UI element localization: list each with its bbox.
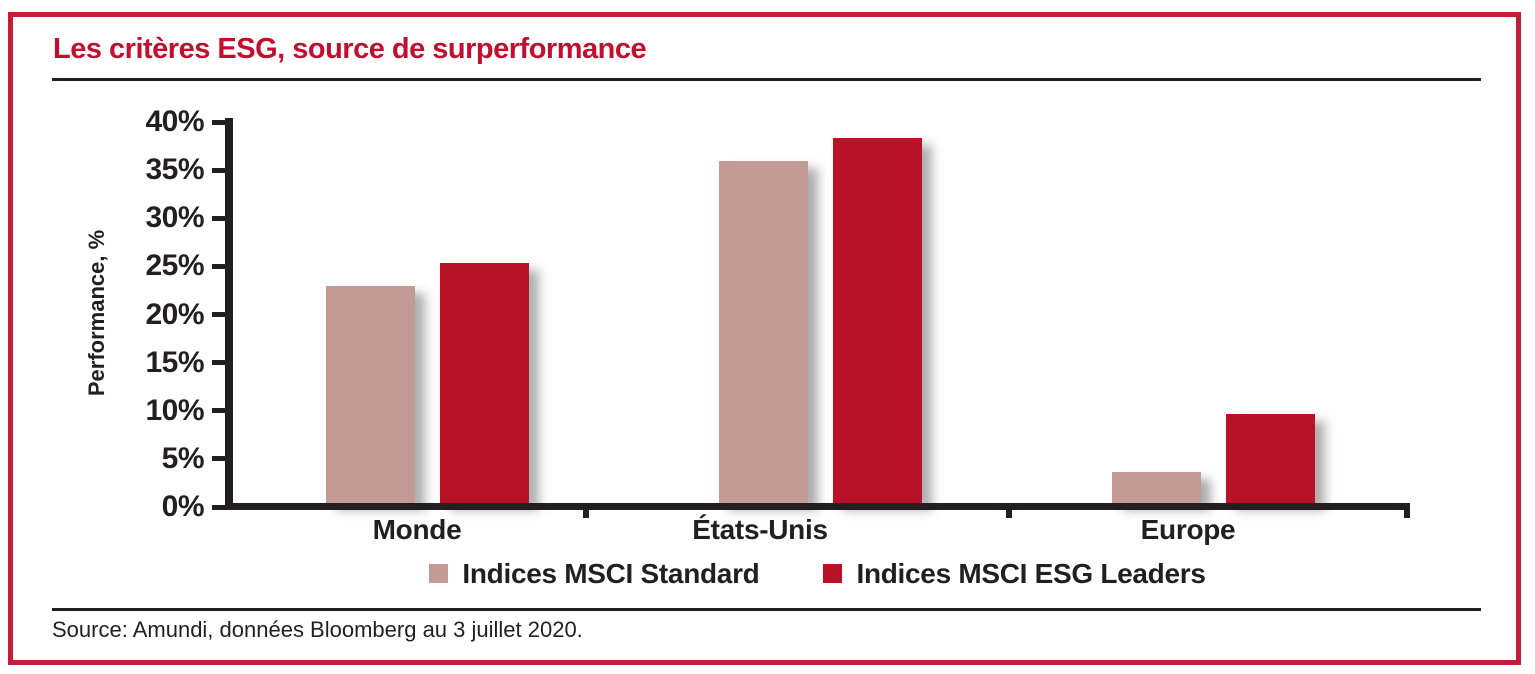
bar-monde-indices-msci-esg-leaders <box>439 262 529 503</box>
y-tick-label-15: 15% <box>145 345 204 379</box>
x-axis-line <box>225 503 1410 510</box>
y-tick-10 <box>212 408 225 414</box>
legend-label-indices-msci-esg-leaders: Indices MSCI ESG Leaders <box>856 558 1206 589</box>
title-divider <box>52 78 1481 81</box>
bar-etats-unis-indices-msci-standard <box>718 160 808 503</box>
legend: Indices MSCI Standard Indices MSCI ESG Le… <box>225 558 1410 590</box>
bar-europe-indices-msci-standard <box>1111 472 1201 503</box>
y-tick-label-25: 25% <box>145 249 204 283</box>
source-text: Source: Amundi, données Bloomberg au 3 j… <box>52 617 583 642</box>
page-title: Les critères ESG, source de surperforman… <box>53 33 647 65</box>
x-axis-end-tick <box>1404 510 1410 518</box>
y-tick-label-10: 10% <box>145 393 204 427</box>
legend-label-indices-msci-standard: Indices MSCI Standard <box>462 558 760 589</box>
y-tick-label-5: 5% <box>161 441 205 475</box>
legend-swatch-indices-msci-esg-leaders <box>823 564 843 583</box>
legend-item-indices-msci-standard: Indices MSCI Standard <box>429 558 760 590</box>
x-label-monde: Monde <box>372 514 462 545</box>
y-tick-label-0: 0% <box>161 490 205 523</box>
x-boundary-tick-1 <box>1006 510 1012 518</box>
legend-swatch-indices-msci-standard <box>429 564 449 583</box>
source-divider <box>52 608 1481 611</box>
y-tick-25 <box>212 263 225 269</box>
y-tick-label-35: 35% <box>145 153 204 187</box>
legend-item-indices-msci-esg-leaders: Indices MSCI ESG Leaders <box>823 558 1206 590</box>
y-tick-label-40: 40% <box>145 105 204 138</box>
y-tick-0 <box>212 504 225 510</box>
y-tick-35 <box>212 167 225 173</box>
y-tick-30 <box>212 215 225 221</box>
y-tick-label-20: 20% <box>145 297 204 331</box>
y-tick-15 <box>212 360 225 366</box>
bar-etats-unis-indices-msci-esg-leaders <box>832 138 922 503</box>
bar-europe-indices-msci-esg-leaders <box>1225 413 1315 503</box>
x-label-etats-unis: États-Unis <box>692 514 828 545</box>
y-tick-label-30: 30% <box>145 201 204 235</box>
x-boundary-tick-0 <box>583 510 589 518</box>
y-tick-20 <box>212 312 225 317</box>
y-tick-40 <box>212 119 225 125</box>
y-axis-line <box>225 118 233 510</box>
y-tick-5 <box>212 456 225 462</box>
bar-monde-indices-msci-standard <box>325 285 415 503</box>
x-label-europe: Europe <box>1140 514 1236 545</box>
